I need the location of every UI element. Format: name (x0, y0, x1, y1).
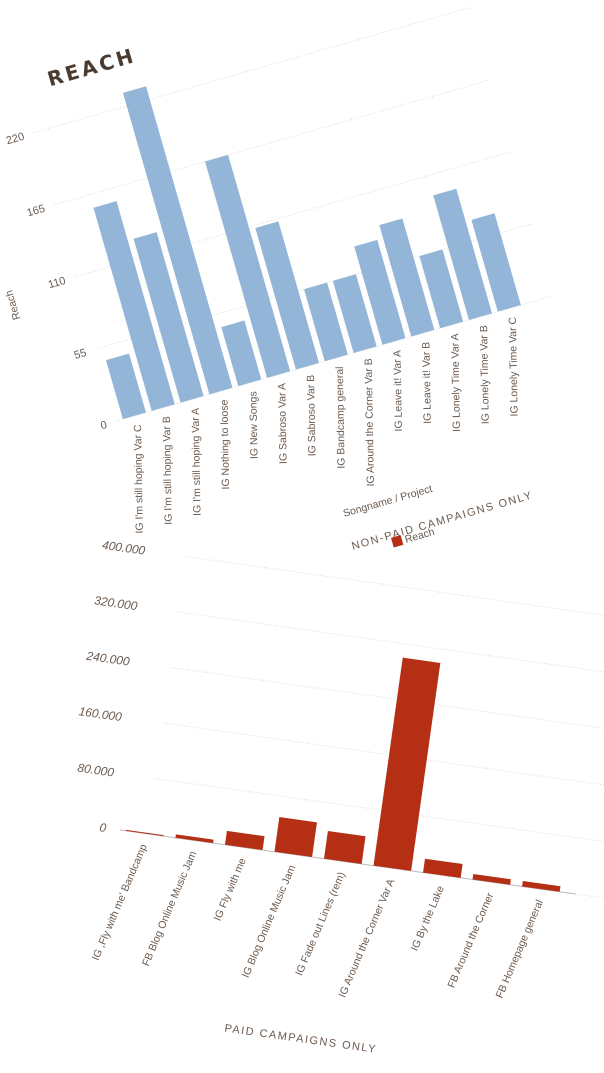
gridline (186, 556, 604, 622)
x-tick-label: IG By the Lake (409, 884, 447, 953)
y-tick-label: 80.000 (77, 761, 116, 780)
bar (122, 86, 233, 395)
bar (332, 274, 377, 354)
bar (255, 221, 319, 370)
bar (274, 817, 317, 857)
y-tick-label: 160.000 (78, 704, 123, 724)
y-tick-label: 0 (99, 419, 108, 432)
bar (93, 201, 175, 411)
x-tick-label: IG Around the Corner Var A (336, 877, 397, 999)
reach-chart-category-labels: IG I'm still hoping Var C IG I'm still ho… (132, 316, 521, 534)
chart-title: REACH (45, 43, 139, 91)
x-tick-label: FB Around the Corner (445, 891, 496, 990)
gridline (163, 722, 604, 788)
x-tick-label: IG Lonely Time Var B (478, 325, 492, 424)
x-tick-label: IG Nothing to loose (219, 399, 233, 489)
y-tick-label: 0 (99, 820, 108, 835)
reach-chart-bars (93, 86, 521, 420)
bar (323, 830, 366, 864)
x-tick-label: IG Bandcamp general (334, 366, 348, 468)
paid-chart-y-ticks: 0 80.000 160.000 240.000 320.000 400.000 (77, 538, 147, 835)
x-tick-label: IG Leave it! Var A (392, 350, 405, 432)
x-tick-label: FB Homepage general (494, 898, 546, 1000)
bar (522, 880, 561, 892)
bar (105, 353, 146, 420)
y-tick-label: 320.000 (93, 593, 138, 613)
x-tick-label: IG Leave it! Var B (420, 342, 433, 424)
bar (224, 830, 265, 851)
y-tick-label: 55 (73, 347, 88, 362)
x-axis-label: Songname / Project (342, 483, 434, 520)
bar (433, 188, 493, 320)
bar (471, 213, 521, 312)
bar (175, 834, 214, 844)
bar (354, 239, 406, 345)
bar (419, 249, 464, 329)
bar (221, 320, 262, 387)
y-tick-label: 110 (47, 275, 67, 291)
x-tick-label: FB Blog Online Music Jam (140, 849, 199, 968)
gridline (171, 667, 604, 733)
y-tick-label: 240.000 (85, 649, 131, 669)
bar (423, 858, 463, 878)
x-tick-label: IG I'm still hoping Var B (161, 416, 175, 525)
x-tick-label: IG Sabroso Var B (305, 375, 318, 457)
bar (125, 829, 164, 837)
reach-chart-y-ticks: 0 55 110 165 220 (5, 131, 109, 433)
bar (205, 154, 291, 378)
y-axis-label: Reach (3, 289, 23, 322)
y-tick-label: 220 (5, 131, 26, 148)
bar (373, 657, 441, 871)
x-tick-label: IG Blog Online Music Jam (240, 863, 299, 980)
x-tick-label: IG New Songs (247, 391, 260, 459)
bar (379, 218, 435, 337)
x-tick-label: IG I'm still hoping Var C (132, 424, 146, 534)
legend-swatch (390, 535, 404, 548)
x-tick-label: IG I'm still hoping Var A (190, 408, 204, 516)
y-tick-label: 400.000 (101, 538, 146, 558)
gridline (33, 7, 471, 134)
y-tick-label: 165 (25, 203, 46, 220)
gridline (53, 79, 491, 206)
x-tick-label: IG ,Fly with me' Bandcamp (90, 842, 150, 962)
x-tick-label: IG Lonely Time Var C (507, 316, 521, 416)
x-tick-label: IG Lonely Time Var A (449, 333, 463, 432)
gridline (178, 611, 604, 677)
x-tick-label: IG Fly with me (212, 856, 249, 923)
bar (304, 282, 348, 362)
paid-chart-caption: PAID CAMPAIGNS ONLY (224, 1023, 378, 1056)
bar (472, 874, 511, 885)
bar (133, 232, 204, 403)
reach-chart-paid: 0 80.000 160.000 240.000 320.000 400.000 IG ,… (77, 538, 604, 1056)
x-tick-label: IG Around the Corner Var B (363, 358, 377, 486)
x-tick-label: IG Fade out Lines (rem) (293, 870, 348, 977)
paid-chart-bars (125, 657, 561, 892)
x-tick-label: IG Sabroso Var A (276, 383, 289, 464)
